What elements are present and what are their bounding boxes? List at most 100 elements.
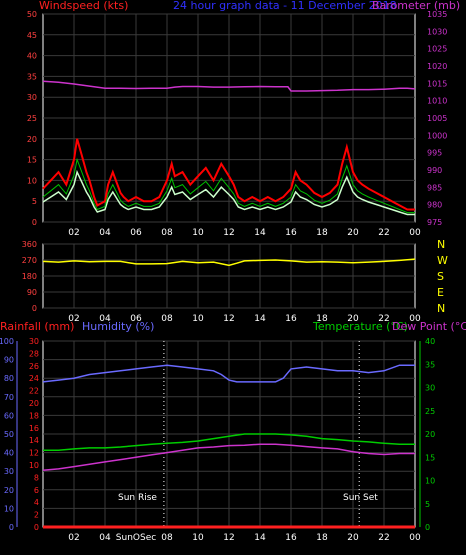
- wind-y-tick: 20: [27, 135, 37, 144]
- rainfall-y-tick: 22: [29, 387, 39, 396]
- compass-label: E: [437, 286, 444, 299]
- x-tick-label: 04: [99, 533, 111, 543]
- x-tick-label: 00: [409, 314, 421, 324]
- temperature-y-tick: 20: [425, 430, 435, 439]
- x-tick-label: 06: [130, 228, 142, 238]
- windspeed-hourly-line: [42, 157, 415, 214]
- barometer-y-tick: 985: [427, 183, 442, 192]
- wind-y-tick: 30: [27, 93, 37, 102]
- barometer-y-tick: 980: [427, 201, 442, 210]
- x-tick-label: 02: [68, 314, 79, 324]
- temperature-y-tick: 30: [425, 384, 435, 393]
- x-tick-label: 16: [285, 228, 297, 238]
- x-tick-label: 16: [285, 533, 297, 543]
- rainfall-y-tick: 0: [34, 523, 39, 532]
- x-tick-label: 14: [254, 533, 266, 543]
- humidity-y-tick: 30: [4, 467, 14, 476]
- humidity-y-tick: 60: [4, 411, 14, 420]
- temperature-y-tick: 5: [425, 500, 430, 509]
- x-tick-label: 02: [68, 228, 79, 238]
- rainfall-y-tick: 12: [29, 449, 39, 458]
- rainfall-y-tick: 6: [34, 486, 39, 495]
- barometer-y-tick: 1010: [427, 97, 447, 106]
- direction-y-tick: 0: [32, 304, 37, 313]
- x-tick-label: 00: [409, 533, 421, 543]
- temperature-y-tick: 25: [425, 407, 435, 416]
- humidity-y-tick: 20: [4, 486, 14, 495]
- wind-y-tick: 10: [27, 176, 37, 185]
- barometer-y-tick: 1005: [427, 114, 447, 123]
- dewpoint-title: Dew Point (°C): [392, 320, 466, 333]
- humidity-title: Humidity (%): [82, 320, 154, 333]
- rainfall-y-tick: 10: [29, 461, 39, 470]
- barometer-y-tick: 990: [427, 166, 442, 175]
- direction-y-tick: 90: [27, 288, 37, 297]
- humidity-y-tick: 50: [4, 430, 14, 439]
- x-tick-label: 12: [223, 314, 234, 324]
- humidity-line: [42, 364, 415, 383]
- x-tick-label: 06: [130, 314, 142, 324]
- x-tick-label: 18: [316, 228, 328, 238]
- compass-label: S: [437, 270, 444, 283]
- rainfall-y-tick: 20: [29, 399, 39, 408]
- direction-y-tick: 360: [22, 240, 37, 249]
- temperature-y-tick: 0: [425, 523, 430, 532]
- x-tick-label: 18: [316, 533, 328, 543]
- sunrise-label: Sun Rise: [118, 493, 157, 503]
- humidity-y-tick: 10: [4, 504, 14, 513]
- x-tick-label: 12: [223, 228, 234, 238]
- rainfall-y-tick: 26: [29, 362, 39, 371]
- x-tick-label: 18: [316, 314, 328, 324]
- direction-y-tick: 180: [22, 272, 37, 281]
- x-tick-label: 08: [161, 314, 173, 324]
- rainfall-y-tick: 14: [29, 436, 39, 445]
- x-tick-label: 04: [99, 228, 111, 238]
- compass-label: W: [437, 254, 448, 267]
- barometer-y-tick: 975: [427, 218, 442, 227]
- date-title: 24 hour graph data - 11 December 2018: [173, 0, 397, 12]
- x-tick-label: 10: [192, 314, 204, 324]
- rainfall-y-tick: 28: [29, 349, 39, 358]
- x-tick-label: 14: [254, 314, 266, 324]
- rainfall-y-tick: 4: [34, 498, 39, 507]
- rainfall-y-tick: 16: [29, 424, 39, 433]
- windspeed-average-line: [42, 169, 415, 216]
- wind-y-tick: 40: [27, 52, 37, 61]
- humidity-y-tick: 80: [4, 374, 14, 383]
- x-tick-label: 22: [378, 533, 389, 543]
- humidity-y-tick: 0: [9, 523, 14, 532]
- x-tick-label: 20: [347, 228, 359, 238]
- temperature-y-tick: 10: [425, 477, 435, 486]
- rainfall-y-tick: 24: [29, 374, 39, 383]
- wind-y-tick: 15: [27, 156, 37, 165]
- rainfall-y-tick: 8: [34, 473, 39, 482]
- temperature-y-tick: 15: [425, 453, 435, 462]
- x-tick-label: 02: [68, 533, 79, 543]
- wind-y-tick: 50: [27, 10, 37, 19]
- windspeed-title: Windspeed (kts): [39, 0, 128, 12]
- barometer-y-tick: 1025: [427, 45, 447, 54]
- dewpoint-line: [42, 443, 415, 472]
- windspeed-gust-line: [42, 138, 415, 211]
- x-tick-label: 08: [161, 533, 173, 543]
- barometer-title: Barometer (mb): [372, 0, 460, 12]
- x-tick-label: 20: [347, 314, 359, 324]
- wind-y-tick: 5: [32, 197, 37, 206]
- temperature-line: [43, 433, 415, 452]
- x-tick-label: 22: [378, 228, 389, 238]
- humidity-y-tick: 70: [4, 393, 14, 402]
- x-tick-label: 00: [409, 228, 421, 238]
- x-tick-label: 14: [254, 228, 266, 238]
- sunset-label: Sun Set: [343, 493, 378, 503]
- wind-y-tick: 45: [27, 31, 37, 40]
- compass-label: N: [437, 238, 445, 251]
- compass-label: N: [437, 302, 445, 315]
- x-tick-label: SunOSec: [116, 533, 156, 543]
- barometer-y-tick: 1035: [427, 10, 447, 19]
- x-tick-label: 20: [347, 533, 359, 543]
- rainfall-y-tick: 18: [29, 411, 39, 420]
- barometer-y-tick: 1015: [427, 79, 447, 88]
- barometer-y-tick: 1000: [427, 131, 447, 140]
